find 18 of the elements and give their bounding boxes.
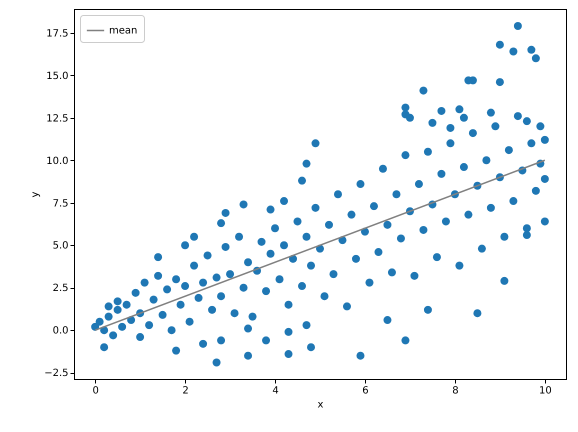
y-tick-label: 10.0 [46, 156, 68, 167]
y-tick-label: 7.5 [52, 198, 68, 210]
x-tick-label: 2 [182, 386, 189, 396]
y-tick-label: 2.5 [52, 283, 68, 294]
y-axis-title: y [30, 191, 42, 198]
y-tick-label: 12.5 [46, 113, 68, 124]
y-tick-label: 0.0 [52, 326, 68, 337]
x-axis-title: x [318, 400, 324, 410]
x-tick-label: 0 [92, 386, 99, 396]
legend-label: mean [109, 26, 138, 36]
x-tick-label: 10 [538, 386, 552, 396]
y-tick-label: 5.0 [52, 240, 68, 252]
x-tick-label: 4 [272, 386, 279, 396]
y-tick-label: −2.5 [44, 368, 68, 380]
x-tick-label: 8 [452, 386, 459, 396]
y-tick-label: 17.5 [46, 28, 68, 40]
x-tick-label: 6 [362, 386, 369, 396]
y-tick-label: 15.0 [46, 70, 68, 82]
